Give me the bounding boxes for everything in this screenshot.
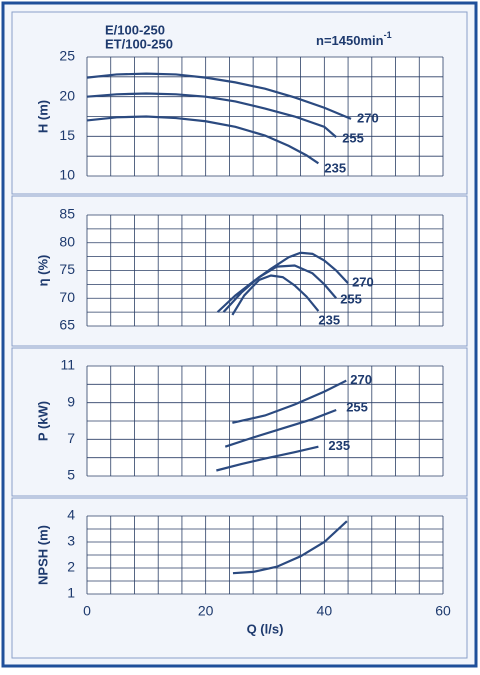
y-axis-label: P (kW) <box>35 401 50 441</box>
y-tick-label: 25 <box>59 48 75 64</box>
panel <box>11 497 468 659</box>
panel <box>11 347 468 497</box>
series-label: 235 <box>324 161 346 176</box>
y-axis-label: NPSH (m) <box>35 525 50 585</box>
curve <box>86 72 352 120</box>
x-tick-label: 40 <box>317 603 333 619</box>
y-tick-label: 2 <box>67 559 75 575</box>
y-tick-label: 85 <box>59 206 75 222</box>
model-label: E/100-250 <box>105 22 165 37</box>
y-tick-label: 3 <box>67 533 75 549</box>
y-axis-label: η (%) <box>35 255 50 287</box>
speed-label: n=1450min-1 <box>316 30 392 48</box>
y-tick-label: 9 <box>67 393 75 409</box>
curve <box>224 408 337 448</box>
series-label: 270 <box>352 275 374 290</box>
y-tick-label: 7 <box>67 430 75 446</box>
series-label: 235 <box>318 312 340 327</box>
curve <box>216 251 349 313</box>
speed: n=1450min <box>316 33 384 48</box>
curve <box>232 379 347 424</box>
x-tick-label: 0 <box>83 603 91 619</box>
series-label: 255 <box>340 292 362 307</box>
x-tick-label: 60 <box>435 603 451 619</box>
curve <box>222 264 338 313</box>
curve <box>86 92 337 138</box>
curve <box>231 274 320 316</box>
y-tick-label: 5 <box>67 467 75 483</box>
y-tick-label: 4 <box>67 507 75 523</box>
x-tick-label: 20 <box>198 603 214 619</box>
panel <box>11 11 468 195</box>
y-tick-label: 11 <box>60 357 75 373</box>
y-tick-label: 10 <box>59 167 75 183</box>
series-label: 270 <box>357 110 379 125</box>
speed-exponent: -1 <box>384 30 392 40</box>
series-label: 235 <box>328 438 350 453</box>
x-axis-label: Q (l/s) <box>247 621 284 636</box>
curve <box>216 445 319 472</box>
y-tick-label: 65 <box>59 317 75 333</box>
y-tick-label: 1 <box>67 585 75 601</box>
model-label: ET/100-250 <box>105 36 173 51</box>
y-tick-label: 70 <box>59 289 75 305</box>
y-tick-label: 80 <box>59 233 75 249</box>
series-label: 255 <box>342 131 364 146</box>
y-axis-label: H (m) <box>35 100 50 133</box>
series-label: 255 <box>346 399 368 414</box>
panel <box>11 195 468 347</box>
y-tick-label: 75 <box>59 261 75 277</box>
series-label: 270 <box>350 372 372 387</box>
y-tick-label: 20 <box>59 87 75 103</box>
curve <box>232 520 348 575</box>
y-tick-label: 15 <box>59 127 75 143</box>
curve <box>86 115 320 165</box>
